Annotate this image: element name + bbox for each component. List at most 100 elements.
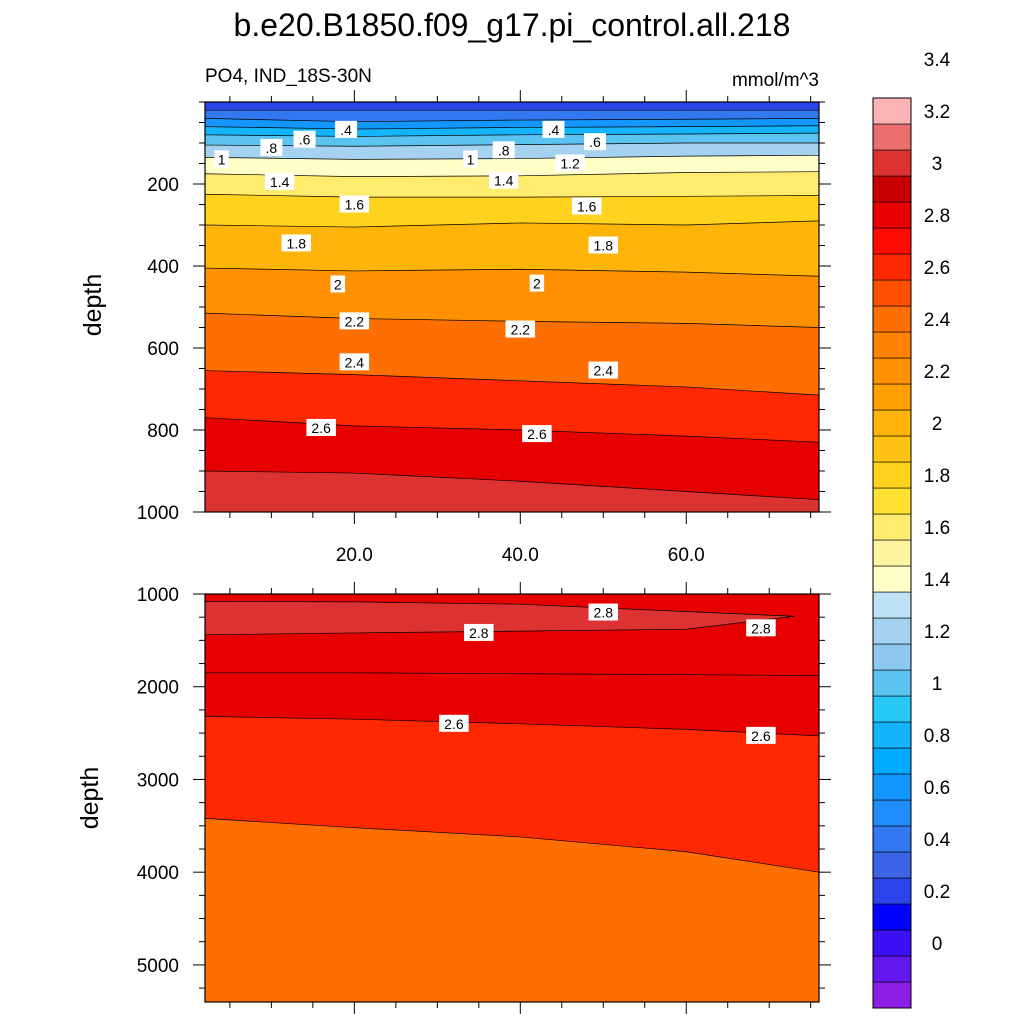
contour-label: 1.2 bbox=[555, 154, 585, 172]
contour-line-2-6 bbox=[205, 417, 819, 443]
svg-text:.4: .4 bbox=[340, 122, 352, 138]
colorbar-label: 0.8 bbox=[924, 726, 950, 747]
svg-text:1.2: 1.2 bbox=[560, 156, 580, 172]
colorbar-box bbox=[872, 201, 912, 229]
colorbar-box bbox=[872, 227, 912, 255]
svg-text:2.4: 2.4 bbox=[594, 363, 614, 379]
contour-label: 1 bbox=[214, 150, 229, 168]
colorbar-box bbox=[872, 383, 912, 411]
colorbar-box bbox=[872, 305, 912, 333]
colorbar-box bbox=[872, 877, 912, 905]
contour-label: 2.6 bbox=[522, 425, 552, 443]
contour-label: 1 bbox=[463, 150, 478, 168]
colorbar-box bbox=[872, 617, 912, 645]
svg-text:1: 1 bbox=[467, 151, 475, 167]
y-tick-label: 5000 bbox=[137, 956, 179, 977]
svg-text:.6: .6 bbox=[299, 132, 311, 148]
colorbar-box bbox=[872, 747, 912, 775]
y-tick-label: 4000 bbox=[137, 863, 179, 884]
colorbar-box bbox=[872, 565, 912, 593]
x-tick-label: 60.0 bbox=[668, 545, 705, 566]
svg-text:1.4: 1.4 bbox=[270, 174, 290, 190]
contour-label: 1.4 bbox=[264, 172, 295, 190]
contour-line-2-4 bbox=[205, 818, 819, 873]
colorbar-box bbox=[872, 591, 912, 619]
colorbar-label: 0.2 bbox=[924, 882, 950, 903]
colorbar: 0 0.2 0.4 0.6 0.8 1 1.2 1.4 1.6 1.8 2 2.2 2.4 2.6 2.8 3… bbox=[872, 50, 951, 1009]
colorbar-box bbox=[872, 253, 912, 281]
colorbar-label: 1.8 bbox=[924, 466, 950, 487]
colorbar-box bbox=[872, 851, 912, 879]
colorbar-label: 2 bbox=[932, 414, 943, 435]
svg-text:1: 1 bbox=[218, 151, 226, 167]
colorbar-label: 3.2 bbox=[924, 102, 950, 123]
svg-text:1.8: 1.8 bbox=[287, 235, 307, 251]
contour-label: 1.8 bbox=[281, 234, 312, 252]
contour-line-0-6 bbox=[205, 125, 819, 130]
y-tick-label: 3000 bbox=[137, 770, 179, 791]
units-subtitle: mmol/m^3 bbox=[732, 70, 819, 91]
contour-label: 2.6 bbox=[306, 418, 336, 436]
colorbar-box bbox=[872, 539, 912, 567]
contour-label: 2.4 bbox=[339, 353, 370, 371]
colorbar-label: 0 bbox=[932, 934, 943, 955]
y-tick-label: 800 bbox=[147, 421, 179, 442]
svg-text:2.6: 2.6 bbox=[311, 420, 331, 436]
contour-label: 2.8 bbox=[464, 623, 494, 641]
colorbar-box bbox=[872, 799, 912, 827]
colorbar-box bbox=[872, 955, 912, 983]
y-tick-label: 1000 bbox=[137, 503, 179, 524]
svg-text:2.2: 2.2 bbox=[345, 313, 365, 329]
colorbar-box bbox=[872, 825, 912, 853]
colorbar-box bbox=[872, 669, 912, 697]
svg-text:2.2: 2.2 bbox=[511, 322, 531, 338]
contour-line-1-6 bbox=[205, 193, 819, 198]
colorbar-box bbox=[872, 721, 912, 749]
contour-label: 2.6 bbox=[746, 726, 776, 744]
plot-frame bbox=[204, 593, 820, 1003]
x-tick-label: 40.0 bbox=[502, 545, 539, 566]
svg-text:2.4: 2.4 bbox=[345, 354, 365, 370]
contour-line-0-4 bbox=[205, 118, 819, 123]
contour-label: 2 bbox=[330, 275, 346, 293]
y-tick-label: 200 bbox=[147, 175, 179, 196]
contour-label: 1.6 bbox=[339, 195, 370, 213]
colorbar-box bbox=[872, 643, 912, 671]
colorbar-label: 3 bbox=[932, 154, 943, 175]
colorbar-box bbox=[872, 929, 912, 957]
y-tick-label: 2000 bbox=[137, 678, 179, 699]
contour-label: 2 bbox=[529, 274, 545, 292]
fill-band-2-8 bbox=[205, 471, 819, 512]
contour-line-1-4 bbox=[205, 171, 819, 177]
contour-label: 1.6 bbox=[571, 197, 602, 215]
svg-text:2.8: 2.8 bbox=[751, 620, 771, 636]
colorbar-label: 3.4 bbox=[924, 50, 951, 71]
contour-label: 2.6 bbox=[439, 714, 469, 732]
svg-text:2: 2 bbox=[533, 276, 541, 292]
svg-text:1.8: 1.8 bbox=[594, 238, 614, 254]
contour-label: 2.8 bbox=[746, 619, 776, 637]
contour-line-2-8 bbox=[205, 672, 819, 676]
svg-text:2.8: 2.8 bbox=[469, 625, 489, 641]
colorbar-label: 1.6 bbox=[924, 518, 950, 539]
colorbar-label: 1.2 bbox=[924, 622, 950, 643]
svg-text:.4: .4 bbox=[548, 122, 560, 138]
contour-label: .8 bbox=[260, 138, 283, 156]
colorbar-label: 2.8 bbox=[924, 206, 950, 227]
colorbar-label: 1.4 bbox=[924, 570, 951, 591]
contour-line-1-8 bbox=[205, 220, 819, 228]
y-tick-label: 400 bbox=[147, 257, 179, 278]
contour-label: 1.4 bbox=[488, 171, 519, 189]
svg-text:2.6: 2.6 bbox=[444, 716, 464, 732]
y-tick-label: 1000 bbox=[137, 585, 179, 606]
contour-label: .6 bbox=[583, 133, 606, 151]
fill-band-2-4 bbox=[205, 818, 819, 1002]
contour-line-2-4 bbox=[205, 370, 819, 396]
colorbar-box bbox=[872, 409, 912, 437]
colorbar-box bbox=[872, 123, 912, 151]
contour-label: .6 bbox=[293, 130, 316, 148]
figure-title: b.e20.B1850.f09_g17.pi_control.all.218 bbox=[234, 7, 791, 43]
colorbar-box bbox=[872, 773, 912, 801]
colorbar-box bbox=[872, 97, 912, 125]
